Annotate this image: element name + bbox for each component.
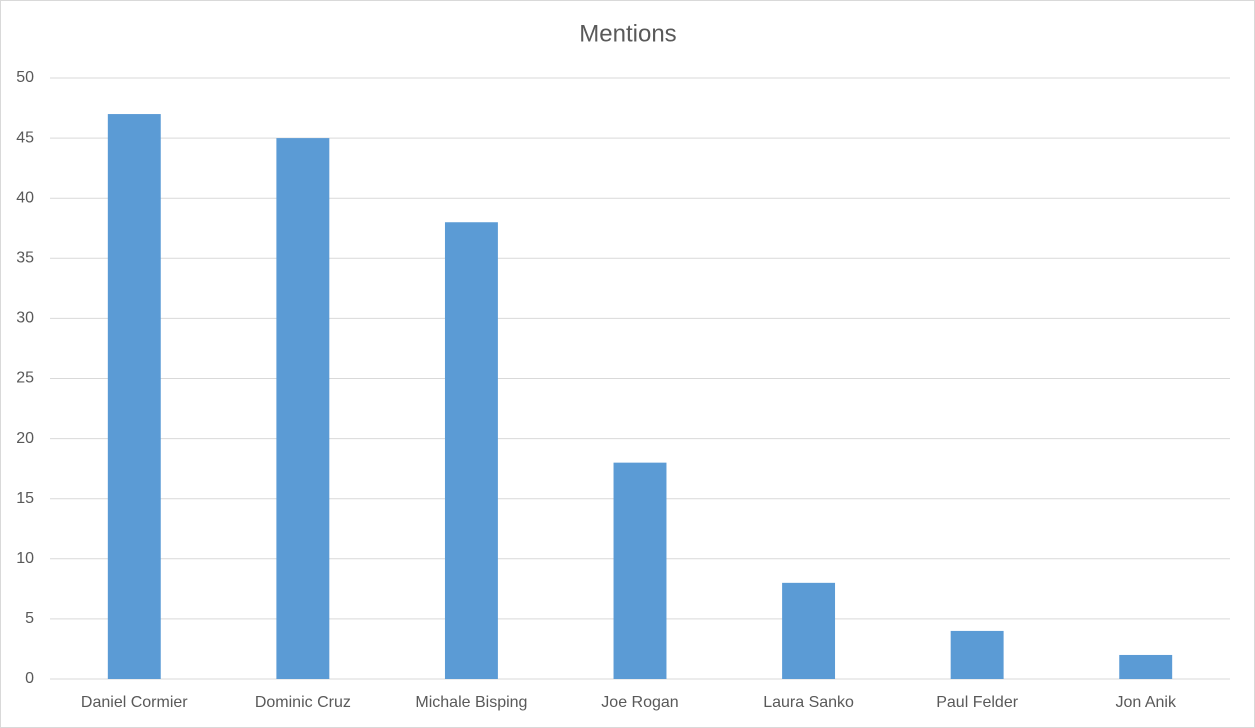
x-tick-label: Dominic Cruz bbox=[255, 694, 351, 711]
x-tick-label: Joe Rogan bbox=[601, 694, 678, 711]
x-tick-label: Michale Bisping bbox=[415, 694, 527, 711]
y-tick-label: 25 bbox=[16, 370, 34, 387]
chart-title: Mentions bbox=[579, 20, 676, 47]
y-tick-label: 35 bbox=[16, 250, 34, 267]
bar bbox=[782, 582, 836, 679]
y-tick-label: 20 bbox=[16, 430, 34, 447]
bar bbox=[444, 222, 498, 680]
x-tick-label: Laura Sanko bbox=[763, 694, 854, 711]
x-tick-label: Daniel Cormier bbox=[81, 694, 188, 711]
y-tick-label: 30 bbox=[16, 310, 34, 327]
y-tick-label: 10 bbox=[16, 550, 34, 567]
x-tick-label: Jon Anik bbox=[1115, 694, 1176, 711]
bar bbox=[613, 462, 667, 679]
y-tick-label: 50 bbox=[16, 69, 34, 86]
bar bbox=[107, 114, 161, 679]
x-tick-label: Paul Felder bbox=[936, 694, 1018, 711]
bar bbox=[276, 138, 330, 680]
bar bbox=[950, 630, 1004, 679]
y-tick-label: 15 bbox=[16, 490, 34, 507]
y-tick-label: 40 bbox=[16, 189, 34, 206]
bar bbox=[1119, 654, 1173, 679]
y-tick-label: 5 bbox=[25, 610, 34, 627]
y-tick-label: 0 bbox=[25, 670, 34, 687]
y-tick-label: 45 bbox=[16, 129, 34, 146]
